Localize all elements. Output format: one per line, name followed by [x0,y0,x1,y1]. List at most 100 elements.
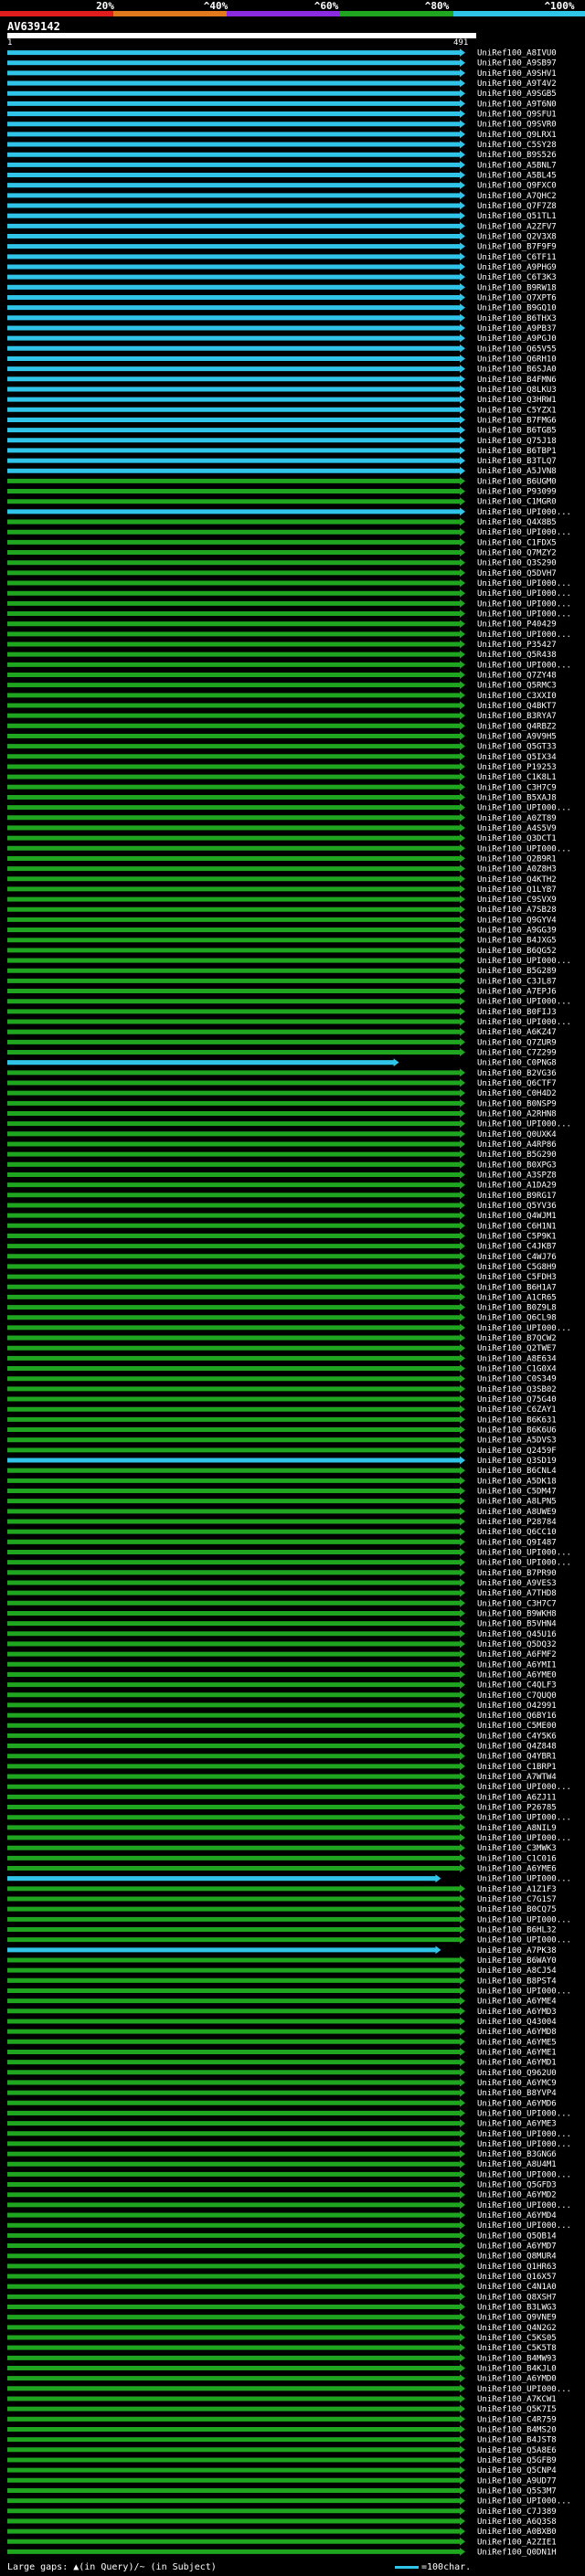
hit-label[interactable]: UniRef100_Q5RMC3 [477,682,557,691]
hit-row[interactable]: UniRef100_C7QUQ0 [7,1691,557,1701]
hit-row[interactable]: UniRef100_A6ZJ11 [7,1792,557,1802]
hit-label[interactable]: UniRef100_Q4RBZ2 [477,722,557,731]
hit-label[interactable]: UniRef100_Q5R438 [477,651,557,660]
hit-row[interactable]: UniRef100_P28784 [7,1517,557,1527]
hit-row[interactable]: UniRef100_A8UWE9 [7,1507,557,1517]
hit-label[interactable]: UniRef100_Q5GFD3 [477,2181,557,2190]
hit-label[interactable]: UniRef100_B7QCW2 [477,1334,557,1343]
hit-label[interactable]: UniRef100_B3RYA7 [477,712,557,721]
hit-label[interactable]: UniRef100_Q9I487 [477,1538,557,1547]
hit-label[interactable]: UniRef100_Q6CTF7 [477,1079,557,1088]
hit-row[interactable]: UniRef100_C1G0X4 [7,1364,557,1374]
hit-row[interactable]: UniRef100_A6YME4 [7,1997,557,2007]
hit-row[interactable]: UniRef100_Q5S3M7 [7,2486,557,2496]
hit-label[interactable]: UniRef100_C5G8H9 [477,1263,557,1272]
hit-label[interactable]: UniRef100_B5VHN4 [477,1620,557,1629]
hit-row[interactable]: UniRef100_A6YME1 [7,2047,557,2057]
hit-row[interactable]: UniRef100_B4JXG5 [7,936,557,946]
hit-label[interactable]: UniRef100_C0S349 [477,1375,557,1384]
hit-label[interactable]: UniRef100_B6WAY0 [477,1956,557,1966]
hit-row[interactable]: UniRef100_A8E634 [7,1353,557,1363]
hit-label[interactable]: UniRef100_B9S526 [477,151,557,160]
hit-row[interactable]: UniRef100_C5FDH3 [7,1272,557,1282]
hit-row[interactable]: UniRef100_B4MS20 [7,2425,557,2434]
hit-row[interactable]: UniRef100_Q3HRW1 [7,395,557,405]
hit-row[interactable]: UniRef100_C4N1A0 [7,2282,557,2292]
hit-label[interactable]: UniRef100_A6YME1 [477,2048,557,2057]
hit-row[interactable]: UniRef100_C5KS05 [7,2333,557,2343]
hit-row[interactable]: UniRef100_Q2B9R1 [7,853,557,864]
hit-row[interactable]: UniRef100_Q3SD19 [7,1456,557,1466]
hit-label[interactable]: UniRef100_Q4WJM1 [477,1212,557,1221]
hit-row[interactable]: UniRef100_Q5R438 [7,650,557,660]
hit-label[interactable]: UniRef100_Q5A8E6 [477,2446,557,2455]
hit-label[interactable]: UniRef100_UPI000... [477,998,571,1007]
hit-label[interactable]: UniRef100_P28784 [477,1518,557,1527]
hit-label[interactable]: UniRef100_A6YME4 [477,1998,557,2007]
hit-label[interactable]: UniRef100_Q65V55 [477,345,557,354]
hit-label[interactable]: UniRef100_Q5CNP4 [477,2466,557,2475]
hit-row[interactable]: UniRef100_Q5RMC3 [7,681,557,691]
hit-row[interactable]: UniRef100_Q8MUR4 [7,2252,557,2262]
hit-row[interactable]: UniRef100_C5YZX1 [7,405,557,415]
hit-label[interactable]: UniRef100_Q1LYB7 [477,885,557,895]
hit-label[interactable]: UniRef100_A0ZT89 [477,814,557,823]
hit-label[interactable]: UniRef100_A1DA29 [477,1182,557,1191]
hit-label[interactable]: UniRef100_Q5K7I5 [477,2405,557,2414]
hit-row[interactable]: UniRef100_Q4X8B5 [7,517,557,527]
hit-row[interactable]: UniRef100_C7J389 [7,2507,557,2517]
hit-row[interactable]: UniRef100_A6YMC9 [7,2078,557,2088]
hit-label[interactable]: UniRef100_Q9LRX1 [477,131,557,140]
hit-row[interactable]: UniRef100_UPI000... [7,1935,571,1945]
hit-row[interactable]: UniRef100_A5JVN8 [7,466,557,476]
hit-label[interactable]: UniRef100_Q0DN1H [477,2548,557,2557]
hit-label[interactable]: UniRef100_Q3SB02 [477,1385,557,1394]
hit-label[interactable]: UniRef100_B4MW93 [477,2354,557,2363]
hit-label[interactable]: UniRef100_B4JXG5 [477,937,557,946]
hit-label[interactable]: UniRef100_Q3SD19 [477,1457,557,1466]
hit-row[interactable]: UniRef100_B0XPG3 [7,1160,557,1170]
hit-label[interactable]: UniRef100_A9PGJ0 [477,334,557,344]
hit-label[interactable]: UniRef100_C5YZX1 [477,406,557,415]
hit-row[interactable]: UniRef100_A7WTW4 [7,1772,557,1782]
hit-row[interactable]: UniRef100_B5G290 [7,1150,557,1160]
hit-label[interactable]: UniRef100_Q2V3X8 [477,233,557,242]
hit-row[interactable]: UniRef100_C1FDX5 [7,537,557,547]
hit-row[interactable]: UniRef100_A6YME0 [7,1670,557,1680]
hit-row[interactable]: UniRef100_A6YMD0 [7,2374,557,2384]
hit-label[interactable]: UniRef100_Q5S3M7 [477,2486,557,2496]
hit-row[interactable]: UniRef100_Q9LRX1 [7,130,557,140]
hit-row[interactable]: UniRef100_Q4BKT7 [7,701,557,711]
hit-label[interactable]: UniRef100_Q2459F [477,1447,557,1456]
hit-row[interactable]: UniRef100_B9GQ10 [7,303,557,313]
hit-row[interactable]: UniRef100_Q7ZUR9 [7,1037,557,1047]
hit-label[interactable]: UniRef100_Q4YBR1 [477,1753,557,1762]
hit-label[interactable]: UniRef100_A6YMC9 [477,2079,557,2088]
hit-label[interactable]: UniRef100_UPI000... [477,2385,571,2394]
hit-label[interactable]: UniRef100_A9T6N0 [477,100,557,109]
hit-label[interactable]: UniRef100_A8NIL9 [477,1824,557,1833]
hit-row[interactable]: UniRef100_A1CR65 [7,1292,557,1302]
hit-row[interactable]: UniRef100_Q9GYV4 [7,915,557,925]
hit-row[interactable]: UniRef100_A7SB28 [7,905,557,915]
hit-row[interactable]: UniRef100_B0CQ75 [7,1904,557,1914]
hit-row[interactable]: UniRef100_UPI000... [7,507,571,517]
hit-label[interactable]: UniRef100_B0Z9L8 [477,1304,557,1313]
hit-label[interactable]: UniRef100_C7J389 [477,2507,557,2517]
hit-label[interactable]: UniRef100_C1MGR0 [477,498,557,507]
hit-label[interactable]: UniRef100_P26785 [477,1804,557,1813]
hit-row[interactable]: UniRef100_Q4N2G2 [7,2323,557,2333]
hit-label[interactable]: UniRef100_Q7XPT6 [477,293,557,302]
hit-label[interactable]: UniRef100_Q9SVR0 [477,121,557,130]
hit-label[interactable]: UniRef100_Q4BKT7 [477,702,557,711]
hit-label[interactable]: UniRef100_A6YMD7 [477,2242,557,2252]
hit-label[interactable]: UniRef100_Q7ZY48 [477,672,557,681]
hit-row[interactable]: UniRef100_UPI000... [7,997,571,1007]
hit-row[interactable]: UniRef100_A9T6N0 [7,99,557,109]
hit-label[interactable]: UniRef100_Q1HR63 [477,2263,557,2272]
hit-label[interactable]: UniRef100_C1FDX5 [477,538,557,547]
hit-row[interactable]: UniRef100_A6YME3 [7,2119,557,2129]
hit-label[interactable]: UniRef100_A6YMD6 [477,2099,557,2108]
hit-label[interactable]: UniRef100_UPI000... [477,1324,571,1333]
hit-row[interactable]: UniRef100_Q5DQ32 [7,1639,557,1649]
